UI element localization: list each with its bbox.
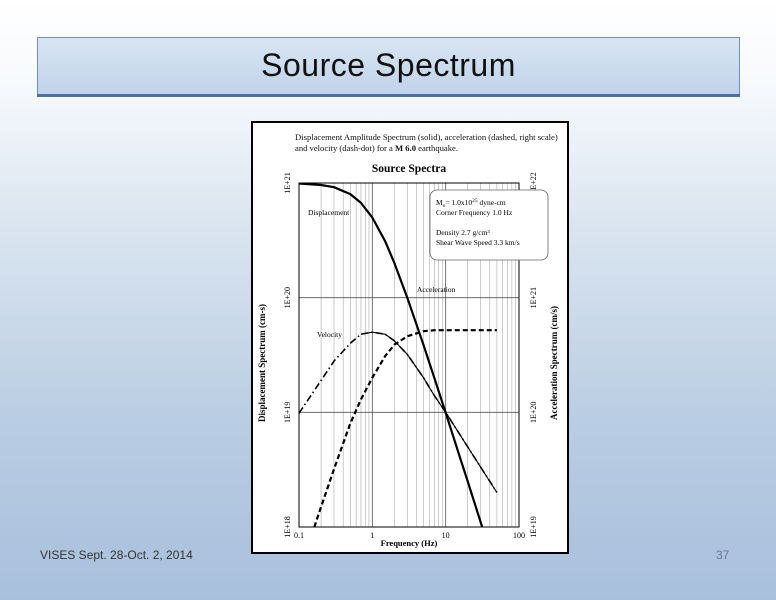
- x-axis-label: Frequency (Hz): [381, 538, 438, 548]
- y-axis-left-label: Displacement Spectrum (cm-s): [257, 304, 267, 422]
- series-label-velocity: Velocity: [317, 330, 342, 339]
- x-tick-label: 0.1: [294, 531, 304, 540]
- source-spectra-chart: Source Spectra 0.1 1 10 100 1E+18 1E+19 1E+20 1…: [257, 163, 559, 548]
- x-tick-label: 100: [513, 531, 525, 540]
- y-tick-label-left: 1E+21: [283, 172, 292, 193]
- y-tick-label-right: 1E+22: [529, 172, 538, 193]
- series-label-displacement: Displacement: [308, 208, 350, 217]
- chart-ticks: 0.1 1 10 100 1E+18 1E+19 1E+20 1E+21 1E+19 1E+20 1…: [283, 172, 538, 540]
- footer-event-text: VISES Sept. 28-Oct. 2, 2014: [40, 548, 193, 562]
- x-tick-label: 10: [442, 531, 450, 540]
- annotation-seismic-moment: Mo= 1.0x1025 dyne-cm: [436, 198, 506, 209]
- title-bar: Source Spectrum: [37, 37, 740, 97]
- slide-title: Source Spectrum: [261, 47, 516, 83]
- title-underline: [37, 94, 740, 97]
- y-tick-label-left: 1E+20: [283, 287, 292, 308]
- caption-text-2: earthquake.: [416, 143, 459, 153]
- annotation-box: [429, 189, 549, 261]
- y-tick-label-right: 1E+20: [529, 402, 538, 423]
- series-line-acceleration: [313, 329, 497, 527]
- x-tick-label: 1: [370, 531, 374, 540]
- annotation-density: Density 2.7 g/cm³: [436, 228, 490, 237]
- annotation-corner-frequency: Corner Frequency 1.0 Hz: [436, 208, 513, 217]
- annotation-shear-wave-speed: Shear Wave Speed 3.3 km/s: [436, 238, 520, 247]
- caption-magnitude: M 6.0: [395, 143, 417, 153]
- y-axis-right-label: Acceleration Spectrum (cm/s): [549, 306, 559, 420]
- slide-page-number: 37: [716, 548, 730, 562]
- chart-series: [299, 183, 498, 527]
- y-tick-label-right: 1E+19: [529, 516, 538, 537]
- figure-panel: Displacement Amplitude Spectrum (solid),…: [251, 121, 569, 554]
- chart-title: Source Spectra: [372, 163, 446, 175]
- y-tick-label-right: 1E+21: [529, 287, 538, 308]
- series-line-velocity-solid: [360, 331, 498, 493]
- y-tick-label-left: 1E+19: [283, 402, 292, 423]
- y-tick-label-left: 1E+18: [283, 516, 292, 537]
- plot-area-frame: [298, 182, 520, 528]
- caption-text-1: Displacement Amplitude Spectrum (solid),…: [295, 132, 558, 153]
- figure-caption: Displacement Amplitude Spectrum (solid),…: [295, 132, 563, 154]
- parameter-annotation: Mo= 1.0x1025 dyne-cm Corner Frequency 1.…: [429, 189, 549, 261]
- series-line-displacement: [299, 183, 484, 527]
- series-label-acceleration: Acceleration: [417, 285, 456, 294]
